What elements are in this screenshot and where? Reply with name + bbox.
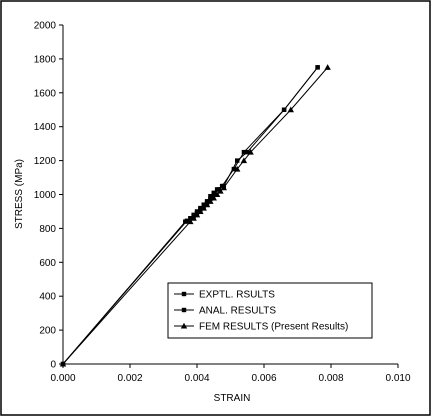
data-point — [213, 191, 221, 198]
y-tick-label: 1400 — [34, 122, 57, 133]
x-tick-label: 0.008 — [318, 373, 343, 384]
series-3 — [59, 64, 331, 367]
series-layer — [59, 64, 331, 367]
legend-item: EXPTL. RSULTS — [174, 290, 275, 301]
legend-box — [167, 282, 373, 339]
y-axis-ticks: 0 200 400 600 800 1000 1200 1400 1600 1800 2000 — [34, 21, 63, 371]
data-point — [200, 204, 207, 211]
y-tick-label: 600 — [39, 258, 56, 269]
y-tick-label: 1800 — [34, 54, 57, 65]
data-point — [315, 65, 320, 70]
x-axis-ticks: 0.000 0.002 0.004 0.006 0.008 0.010 — [50, 364, 411, 384]
data-point — [281, 107, 287, 112]
data-point — [235, 158, 240, 163]
data-point — [208, 193, 213, 199]
data-point — [234, 165, 241, 172]
data-point — [203, 201, 211, 208]
data-point — [240, 157, 248, 164]
y-tick-label: 200 — [39, 326, 56, 337]
legend-label: EXPTL. RSULTS — [199, 290, 275, 301]
legend: EXPTL. RSULTS ANAL. RESULTS FEM RESULTS (P… — [167, 282, 373, 339]
y-tick-label: 1600 — [34, 88, 57, 99]
data-point — [210, 194, 217, 201]
y-tick-label: 1200 — [34, 156, 57, 167]
x-tick-label: 0.000 — [50, 373, 75, 384]
data-point — [247, 148, 254, 155]
legend-label: FEM RESULTS (Present Results) — [199, 322, 348, 333]
data-point — [231, 166, 237, 172]
legend-item: ANAL. RESULTS — [174, 306, 276, 317]
x-tick-label: 0.010 — [385, 373, 410, 384]
y-tick-label: 2000 — [34, 21, 57, 32]
x-axis-title: STRAIN — [214, 393, 251, 404]
legend-label: ANAL. RESULTS — [199, 306, 276, 317]
data-point — [220, 184, 227, 191]
legend-marker — [180, 322, 188, 329]
data-point — [193, 211, 201, 218]
y-tick-label: 400 — [39, 292, 56, 303]
data-point — [245, 149, 250, 155]
data-point — [197, 208, 204, 215]
legend-marker — [181, 307, 187, 313]
y-tick-label: 0 — [50, 360, 56, 371]
data-point — [207, 198, 214, 204]
legend-item: FEM RESULTS (Present Results) — [174, 322, 348, 333]
data-point — [216, 187, 221, 192]
data-point — [184, 218, 190, 223]
y-tick-label: 800 — [39, 224, 56, 235]
data-point — [187, 218, 194, 225]
data-point — [324, 64, 331, 70]
data-point — [211, 192, 216, 197]
x-tick-label: 0.004 — [184, 373, 209, 384]
y-axis-title: STRESS (MPa) — [14, 159, 25, 229]
x-tick-label: 0.006 — [251, 373, 276, 384]
legend-marker — [181, 291, 187, 297]
data-point — [190, 215, 197, 221]
data-point — [241, 149, 247, 155]
data-point — [217, 187, 224, 194]
x-tick-label: 0.002 — [117, 373, 142, 384]
data-point — [287, 106, 294, 113]
y-tick-label: 1000 — [34, 190, 57, 201]
